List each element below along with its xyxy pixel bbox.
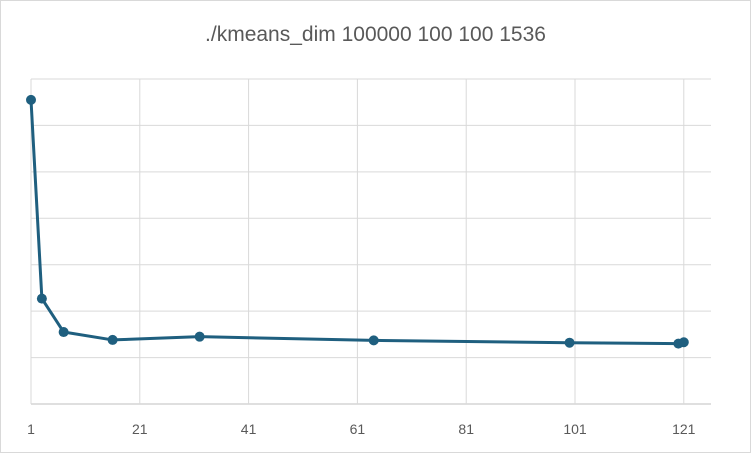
x-tick-label: 1: [27, 421, 35, 437]
x-tick-label: 121: [672, 421, 696, 437]
x-tick-label: 21: [132, 421, 148, 437]
data-point: [107, 334, 118, 345]
data-point: [368, 335, 379, 346]
chart-title: ./kmeans_dim 100000 100 100 1536: [205, 23, 546, 46]
x-tick-label: 101: [563, 421, 587, 437]
data-point: [36, 293, 47, 304]
x-tick-label: 81: [458, 421, 474, 437]
data-point: [564, 337, 575, 348]
data-point: [194, 331, 205, 342]
data-point: [26, 94, 36, 105]
data-point: [678, 337, 689, 348]
data-point: [58, 327, 69, 338]
x-tick-label: 41: [241, 421, 257, 437]
x-tick-label: 61: [350, 421, 366, 437]
